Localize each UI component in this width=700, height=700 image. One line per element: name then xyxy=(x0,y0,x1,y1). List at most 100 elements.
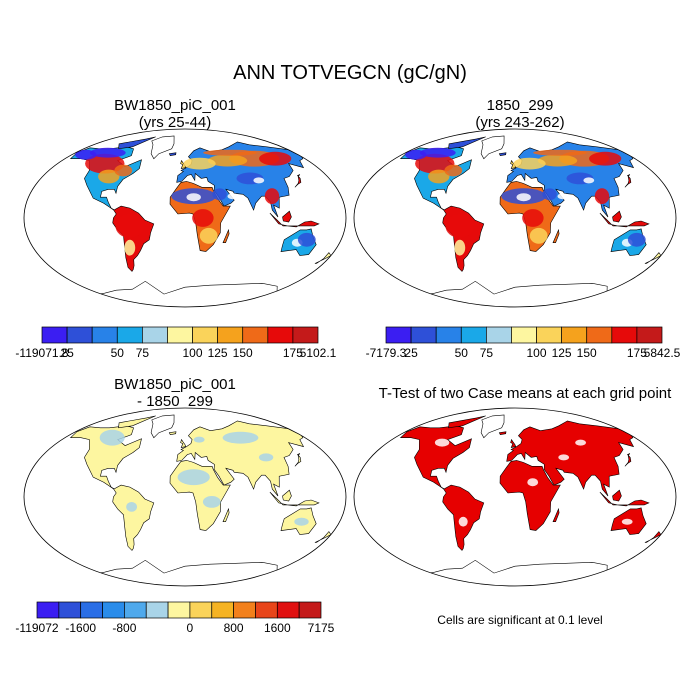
land-south-america xyxy=(112,484,155,551)
field-patch xyxy=(533,149,587,156)
land-japan xyxy=(624,174,632,188)
panel-title-diff-line1: BW1850_piC_001 xyxy=(114,376,236,393)
map-diff xyxy=(23,407,347,587)
land-greenland xyxy=(150,414,175,439)
land-uk xyxy=(510,159,517,170)
colorbar-box xyxy=(276,601,300,619)
field-patch xyxy=(85,153,125,174)
field-patch xyxy=(99,429,125,446)
panel-title-diff: BW1850_piC_001 - 1850_299 xyxy=(75,376,275,410)
panel-title-case2-line1: 1850_299 xyxy=(486,97,554,114)
field-patch xyxy=(297,232,316,247)
colorbar-box xyxy=(189,601,213,619)
panel-title-case1: BW1850_piC_001 (yrs 25-44) xyxy=(75,97,275,131)
land-borneo xyxy=(612,210,622,223)
land-arctic-islands xyxy=(448,136,486,150)
field-patch xyxy=(415,153,455,174)
colorbar-label: 75 xyxy=(480,346,494,360)
field-patch xyxy=(202,496,221,508)
colorbar-box xyxy=(561,326,588,344)
colorbar-box xyxy=(435,326,462,344)
field-patch xyxy=(222,431,259,444)
field-patch xyxy=(529,227,548,244)
field-patch xyxy=(253,177,265,184)
land-eurasia xyxy=(176,420,305,497)
field-patch xyxy=(115,214,144,238)
land-madagascar xyxy=(552,228,560,243)
field-patch xyxy=(126,502,137,512)
panel-title-case1-line1: BW1850_piC_001 xyxy=(114,97,236,114)
colorbar-box xyxy=(192,326,218,344)
field-patch xyxy=(294,517,309,526)
field-patch xyxy=(522,209,544,227)
colorbar-box xyxy=(460,326,487,344)
field-patch xyxy=(458,516,468,527)
colorbar-label: -119072 xyxy=(15,621,58,635)
land-iceland xyxy=(168,152,177,157)
land-iceland xyxy=(498,152,507,157)
field-patch xyxy=(527,478,539,487)
colorbar-label: 0 xyxy=(187,621,194,635)
field-patch xyxy=(114,164,133,177)
field-patch xyxy=(89,147,126,158)
colorbar-label: 7175 xyxy=(308,621,335,635)
field-patch xyxy=(627,232,646,247)
colorbar-box xyxy=(145,601,169,619)
colorbar-box xyxy=(233,601,256,619)
land-madagascar xyxy=(222,507,230,522)
colorbar-label: 150 xyxy=(577,346,597,360)
field-patch xyxy=(264,188,280,205)
panel-title-diff-line2: - 1850_299 xyxy=(137,393,213,410)
colorbar-box xyxy=(142,326,168,344)
land-japan xyxy=(624,453,632,467)
colorbar-label: 175 xyxy=(283,346,303,360)
colorbar-label: 150 xyxy=(233,346,253,360)
field-patch xyxy=(444,164,463,177)
land-layer xyxy=(69,135,332,307)
colorbar-label: 50 xyxy=(111,346,125,360)
land-arctic-islands xyxy=(118,415,156,429)
colorbar-label: 1600 xyxy=(264,621,291,635)
colorbar-box xyxy=(102,601,125,619)
colorbar-box xyxy=(255,601,278,619)
field-patch xyxy=(193,436,205,443)
colorbar-label: 5102.1 xyxy=(300,346,337,360)
colorbar-diff: -119072 -1600 -800 0 800 1600 7175 xyxy=(15,601,335,635)
field-patch xyxy=(542,188,557,201)
map-ttest xyxy=(353,407,677,587)
field-patch xyxy=(537,154,578,167)
field-patch xyxy=(177,469,210,486)
colorbar-box xyxy=(36,601,60,619)
colorbar-box xyxy=(486,326,512,344)
field-patch xyxy=(259,151,292,166)
panel-title-case1-line2: (yrs 25-44) xyxy=(138,114,212,131)
land-new-zealand xyxy=(314,252,332,264)
colorbar-box xyxy=(91,326,118,344)
field-patch xyxy=(589,151,622,166)
land-layer xyxy=(69,414,332,586)
colorbar-label: 125 xyxy=(552,346,572,360)
field-patch xyxy=(203,149,257,156)
land-arctic-islands xyxy=(118,136,156,150)
land-arctic-islands xyxy=(448,415,486,429)
colorbar-box xyxy=(116,326,143,344)
field-patch xyxy=(583,177,595,184)
field-patch xyxy=(207,154,248,167)
land-borneo xyxy=(612,489,622,502)
field-patch xyxy=(227,193,239,200)
land-uk xyxy=(510,438,517,449)
land-greenland xyxy=(150,135,175,160)
colorbar-box xyxy=(217,326,244,344)
colorbar-label: 5842.5 xyxy=(644,346,681,360)
land-eurasia xyxy=(506,420,635,497)
colorbar-box xyxy=(124,601,147,619)
land-madagascar xyxy=(222,228,230,243)
field-patch xyxy=(186,193,201,202)
field-patch xyxy=(192,209,214,227)
land-layer xyxy=(399,135,662,307)
colorbar-box xyxy=(211,601,234,619)
colorbar-label: -800 xyxy=(112,621,136,635)
field-patch xyxy=(212,188,227,201)
